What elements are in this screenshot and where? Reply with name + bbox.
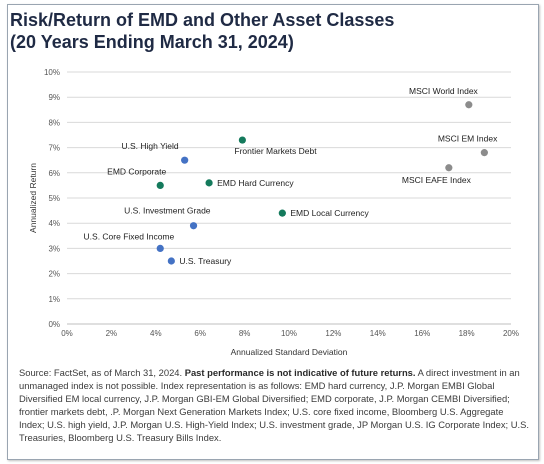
data-point bbox=[156, 181, 164, 189]
x-tick-label: 18% bbox=[459, 329, 475, 338]
x-axis-label: Annualized Standard Deviation bbox=[231, 347, 348, 357]
x-tick-label: 2% bbox=[106, 329, 118, 338]
data-points bbox=[156, 101, 488, 265]
x-tick-label: 16% bbox=[414, 329, 430, 338]
data-point bbox=[189, 222, 198, 230]
data-point bbox=[156, 244, 164, 252]
data-label: U.S. Treasury bbox=[179, 256, 232, 266]
gridlines bbox=[67, 71, 511, 300]
x-tick-label: 14% bbox=[370, 329, 386, 338]
data-label: MSCI EM Index bbox=[438, 134, 498, 144]
data-label: MSCI EAFE Index bbox=[402, 175, 472, 185]
y-tick-label: 6% bbox=[48, 169, 60, 178]
x-tick-label: 4% bbox=[150, 329, 162, 338]
data-point bbox=[465, 101, 473, 109]
data-label: EMD Corporate bbox=[107, 166, 166, 176]
data-label: EMD Hard Currency bbox=[217, 178, 294, 188]
data-label: MSCI World Index bbox=[409, 86, 479, 96]
chart-title: Risk/Return of EMD and Other Asset Class… bbox=[10, 9, 394, 53]
data-label: EMD Local Currency bbox=[290, 208, 369, 218]
x-tick-label: 12% bbox=[325, 329, 341, 338]
data-label: Frontier Markets Debt bbox=[234, 146, 317, 156]
source-details: A direct investment in an unmanaged inde… bbox=[19, 367, 529, 443]
data-point bbox=[278, 209, 286, 217]
data-point bbox=[167, 257, 175, 265]
y-tick-label: 8% bbox=[48, 118, 60, 127]
x-tick-label: 8% bbox=[239, 329, 251, 338]
y-tick-label: 3% bbox=[48, 244, 60, 253]
x-tick-labels: 0% 2% 4% 6% 8% 10% 12% 14% 16% 18% 20% bbox=[61, 329, 519, 338]
x-tick-label: 6% bbox=[194, 329, 206, 338]
data-label: U.S. High Yield bbox=[121, 141, 178, 151]
y-tick-label: 10% bbox=[44, 68, 60, 77]
y-tick-label: 5% bbox=[48, 194, 60, 203]
data-point bbox=[238, 136, 246, 144]
data-point bbox=[205, 179, 213, 187]
data-point bbox=[480, 149, 488, 157]
chart-title-line-2: (20 Years Ending March 31, 2024) bbox=[10, 32, 294, 52]
y-tick-label: 2% bbox=[48, 270, 60, 279]
data-label: U.S. Core Fixed Income bbox=[84, 231, 175, 241]
y-axis-label: Annualized Return bbox=[28, 163, 38, 233]
x-tick-label: 0% bbox=[61, 329, 73, 338]
source-footnote: Source: FactSet, as of March 31, 2024. P… bbox=[19, 366, 531, 444]
y-tick-label: 0% bbox=[48, 320, 60, 329]
y-tick-label: 4% bbox=[48, 219, 60, 228]
y-tick-label: 9% bbox=[48, 93, 60, 102]
source-disclaimer: Past performance is not indicative of fu… bbox=[184, 367, 416, 378]
data-point bbox=[181, 156, 189, 164]
x-tick-label: 10% bbox=[281, 329, 297, 338]
y-tick-labels: 0% 1% 2% 3% 4% 5% 6% 7% 8% 9% 10% bbox=[44, 68, 60, 329]
y-tick-label: 7% bbox=[48, 144, 60, 153]
chart-frame bbox=[7, 4, 539, 460]
data-labels: U.S. High Yield Frontier Markets Debt EMD … bbox=[84, 86, 499, 266]
chart-title-line-1: Risk/Return of EMD and Other Asset Class… bbox=[10, 10, 395, 30]
data-label: U.S. Investment Grade bbox=[124, 206, 211, 216]
source-prefix: Source: FactSet, as of March 31, 2024. bbox=[19, 367, 185, 378]
x-tick-label: 20% bbox=[503, 329, 519, 338]
y-tick-label: 1% bbox=[48, 295, 60, 304]
data-point bbox=[445, 164, 453, 172]
